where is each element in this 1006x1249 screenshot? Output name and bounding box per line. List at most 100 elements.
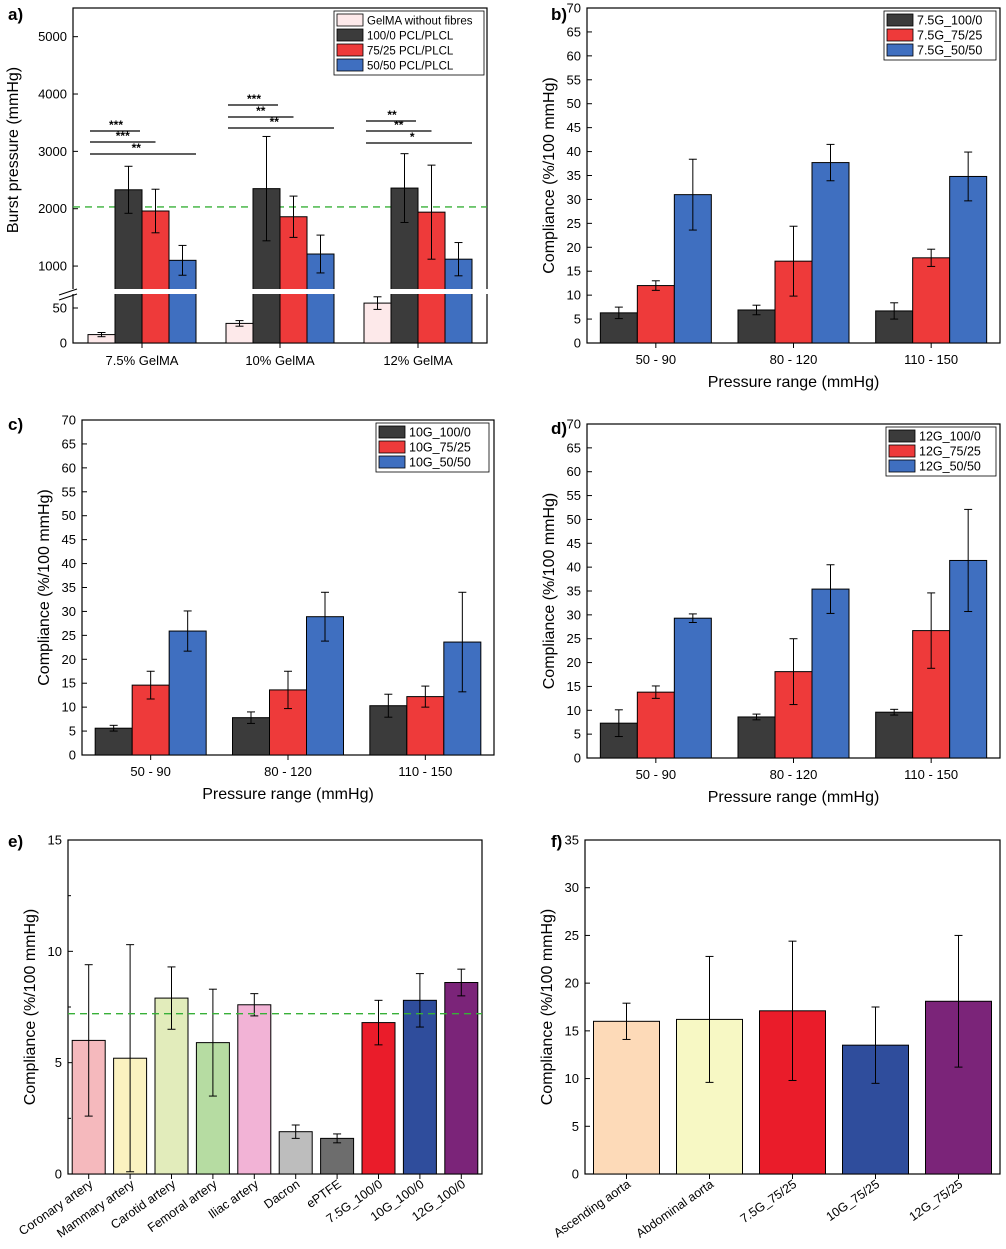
x-axis-label: Pressure range (mmHg) xyxy=(202,786,374,803)
y-tick-label: 20 xyxy=(565,976,579,991)
x-tick-label: 10G_75/25 xyxy=(824,1177,883,1224)
y-tick-label: 55 xyxy=(62,484,76,499)
y-tick-label: 50 xyxy=(567,512,581,527)
bar xyxy=(673,617,712,759)
panel-label: c) xyxy=(8,415,23,434)
y-tick-label: 65 xyxy=(567,24,581,39)
x-tick-label: 80 - 120 xyxy=(770,352,818,367)
y-tick-label: 25 xyxy=(567,631,581,646)
y-tick-label: 40 xyxy=(567,560,581,575)
y-tick-label: 10 xyxy=(48,944,62,959)
bar xyxy=(875,711,914,759)
y-tick-label: 50 xyxy=(567,96,581,111)
legend-swatch xyxy=(888,429,916,443)
y-tick-label: 5 xyxy=(574,312,581,327)
y-tick-label: 0 xyxy=(572,1167,579,1182)
y-tick-label: 30 xyxy=(62,604,76,619)
significance-label: *** xyxy=(116,129,130,143)
y-tick-label: 35 xyxy=(62,580,76,595)
x-tick-label: Abdominal aorta xyxy=(634,1177,717,1241)
y-tick-label: 0 xyxy=(574,751,581,766)
y-tick-label: 0 xyxy=(574,336,581,351)
bar xyxy=(114,189,143,344)
x-tick-label: 12% GelMA xyxy=(383,353,453,368)
y-tick-label: 10 xyxy=(565,1071,579,1086)
panel-label: f) xyxy=(551,832,562,851)
bar xyxy=(737,716,776,759)
y-tick-label: 50 xyxy=(62,508,76,523)
x-tick-label: 110 - 150 xyxy=(398,764,452,779)
y-tick-label: 30 xyxy=(567,607,581,622)
legend-label: 12G_100/0 xyxy=(919,430,981,444)
legend-label: 12G_75/25 xyxy=(919,445,981,459)
x-axis-label: Pressure range (mmHg) xyxy=(708,374,880,391)
significance-label: * xyxy=(410,130,415,144)
significance-label: ** xyxy=(270,115,280,129)
bar xyxy=(636,285,675,344)
panel-label: e) xyxy=(8,832,23,851)
x-tick-label: 7.5% GelMA xyxy=(106,353,179,368)
axis-break-mark xyxy=(58,293,78,301)
x-tick-label: 80 - 120 xyxy=(770,767,818,782)
y-tick-label: 45 xyxy=(62,532,76,547)
y-tick-label: 4000 xyxy=(38,87,67,102)
y-tick-label: 20 xyxy=(567,655,581,670)
y-tick-label: 0 xyxy=(69,748,76,763)
y-tick-label: 0 xyxy=(55,1167,62,1182)
bar xyxy=(593,1020,660,1175)
y-axis-label: Compliance (%/100 mmHg) xyxy=(541,77,558,274)
legend-label: 100/0 PCL/PLCL xyxy=(367,31,454,43)
y-tick-label: 10 xyxy=(62,700,76,715)
y-tick-label: 5 xyxy=(572,1119,579,1134)
legend-swatch xyxy=(378,425,406,439)
y-tick-label: 25 xyxy=(565,928,579,943)
x-axis-label: Pressure range (mmHg) xyxy=(708,789,880,806)
x-tick-label: 110 - 150 xyxy=(904,767,958,782)
legend-label: 50/50 PCL/PLCL xyxy=(367,61,454,73)
y-tick-label: 70 xyxy=(567,1,581,16)
y-tick-label: 5000 xyxy=(38,29,67,44)
bar xyxy=(168,630,207,756)
y-tick-label: 35 xyxy=(567,168,581,183)
x-tick-label: 50 - 90 xyxy=(636,352,676,367)
y-tick-label: 0 xyxy=(60,336,67,351)
y-tick-label: 55 xyxy=(567,72,581,87)
significance-label: ** xyxy=(394,118,404,132)
significance-label: *** xyxy=(109,118,123,132)
legend-swatch xyxy=(886,28,914,42)
y-tick-label: 40 xyxy=(567,144,581,159)
x-tick-label: 110 - 150 xyxy=(904,352,958,367)
significance-label: ** xyxy=(132,141,142,155)
y-tick-label: 40 xyxy=(62,556,76,571)
significance-label: ** xyxy=(256,104,266,118)
bar xyxy=(320,1137,355,1175)
bar xyxy=(402,999,437,1175)
panel-label: a) xyxy=(8,5,23,24)
legend-label: 7.5G_50/50 xyxy=(917,44,982,58)
panel-label: b) xyxy=(551,5,567,24)
x-tick-label: 10% GelMA xyxy=(245,353,315,368)
legend-label: 10G_50/50 xyxy=(409,456,471,470)
y-axis-label: Compliance (%/100 mmHg) xyxy=(541,493,558,690)
bar xyxy=(94,727,133,756)
legend-swatch xyxy=(336,43,364,57)
y-tick-label: 65 xyxy=(567,440,581,455)
legend-label: 10G_100/0 xyxy=(409,426,471,440)
legend-swatch xyxy=(888,459,916,473)
y-tick-label: 65 xyxy=(62,436,76,451)
significance-label: *** xyxy=(247,92,261,106)
panel-label: d) xyxy=(551,419,567,438)
legend-label: 10G_75/25 xyxy=(409,441,471,455)
y-tick-label: 10 xyxy=(567,288,581,303)
y-tick-label: 10 xyxy=(567,703,581,718)
x-tick-label: 50 - 90 xyxy=(130,764,170,779)
axis-break-mark xyxy=(58,288,78,296)
bar xyxy=(444,982,479,1175)
legend-swatch xyxy=(336,58,364,72)
bar xyxy=(811,588,850,759)
y-tick-label: 5 xyxy=(69,724,76,739)
bar xyxy=(361,1022,396,1175)
y-tick-label: 50 xyxy=(53,301,67,316)
bar xyxy=(737,309,776,344)
y-tick-label: 60 xyxy=(567,464,581,479)
